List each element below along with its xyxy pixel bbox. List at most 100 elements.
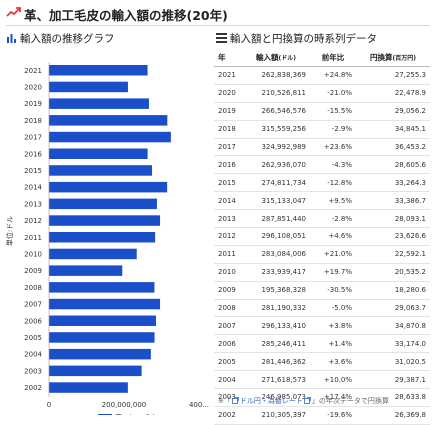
- footnote-suffix: 」の年次データで円換算: [311, 397, 389, 405]
- year-cell: 2011: [214, 245, 242, 264]
- yen-cell: 28,605.6: [356, 155, 430, 175]
- table-row: 2004 271,618,573 +10.0% 29,387.1: [214, 370, 430, 390]
- year-cell: 2017: [214, 138, 242, 157]
- bar-2021: [49, 65, 148, 76]
- column-header-change: 前年比: [310, 48, 356, 67]
- change-cell: -19.6%: [310, 406, 356, 425]
- change-cell: -12.8%: [310, 173, 356, 193]
- bar-2012: [49, 215, 161, 226]
- table-row: 2006 285,246,411 +1.4% 33,174.0: [214, 334, 430, 354]
- amount-cell: 195,368,328: [242, 281, 310, 300]
- y-tick-label: 2012: [24, 217, 42, 225]
- amount-cell: 210,305,397: [242, 406, 310, 425]
- change-cell: -4.3%: [310, 155, 356, 175]
- column-header-year: 年: [214, 48, 242, 67]
- table-row: 2016 262,936,070 -4.3% 28,605.6: [214, 155, 430, 175]
- y-tick-label: 2015: [24, 167, 42, 175]
- y-tick-label: 2009: [24, 267, 42, 275]
- amount-cell: 324,992,989: [242, 138, 310, 157]
- year-cell: 2005: [214, 352, 242, 372]
- trend-up-icon: [6, 7, 21, 17]
- amount-cell: 285,246,411: [242, 334, 310, 354]
- yen-cell: 34,870.8: [356, 316, 430, 336]
- exchange-rate-link[interactable]: ドル円・為替レート: [239, 397, 303, 405]
- bar-2014: [49, 181, 168, 193]
- column-header-yen: 円換算(百万円): [356, 48, 430, 67]
- table-row: 2003 246,985,073 +17.4% 28,633.8: [214, 388, 430, 407]
- y-axis-label: 単位:ドル: [5, 216, 14, 246]
- change-cell: -30.5%: [310, 281, 356, 300]
- amount-cell: 296,108,051: [242, 227, 310, 246]
- year-cell: 2012: [214, 227, 242, 246]
- table-section-title: 輸入額と円換算の時系列データ: [230, 33, 377, 45]
- table-row: 2021 262,838,369 +24.8% 27,255.3: [214, 66, 430, 85]
- change-cell: +4.6%: [310, 227, 356, 246]
- amount-cell: 281,190,332: [242, 299, 310, 318]
- change-cell: +3.8%: [310, 316, 356, 336]
- table-row: 2007 296,133,410 +3.8% 34,870.8: [214, 316, 430, 336]
- bar-2007: [49, 298, 161, 310]
- year-cell: 2018: [214, 120, 242, 139]
- yen-cell: 33,386.7: [356, 191, 430, 211]
- year-cell: 2009: [214, 281, 242, 300]
- y-tick-label: 2006: [24, 317, 42, 325]
- data-table: 年 輸入額(ドル) 前年比 円換算(百万円) 2021 262,838,369 +2…: [214, 48, 430, 425]
- table-row: 2019 266,546,576 -15.5% 29,056.2: [214, 102, 430, 121]
- bar-2009: [49, 265, 123, 276]
- table-row: 2015 274,811,734 -12.8% 33,264.3: [214, 173, 430, 193]
- table-row: 2013 287,851,440 -2.8% 28,093.1: [214, 209, 430, 229]
- yen-cell: 34,845.1: [356, 120, 430, 139]
- amount-cell: 281,446,362: [242, 352, 310, 372]
- amount-cell: 287,851,440: [242, 209, 310, 229]
- bar-2018: [49, 115, 168, 126]
- year-cell: 2021: [214, 66, 242, 85]
- external-link-icon: [231, 397, 239, 404]
- bar-2020: [49, 81, 128, 93]
- yen-cell: 29,387.1: [356, 370, 430, 390]
- year-cell: 2002: [214, 406, 242, 425]
- amount-cell: 296,133,410: [242, 316, 310, 336]
- yen-cell: 28,093.1: [356, 209, 430, 229]
- change-cell: +10.0%: [310, 370, 356, 390]
- table-row: 2008 281,190,332 -5.0% 29,063.7: [214, 299, 430, 318]
- y-tick-label: 2016: [24, 150, 42, 158]
- year-cell: 2010: [214, 263, 242, 282]
- footnote-prefix: ※「: [218, 397, 231, 405]
- bar-2006: [49, 315, 156, 326]
- year-cell: 2014: [214, 191, 242, 211]
- amount-cell: 315,133,047: [242, 191, 310, 211]
- list-icon: [216, 33, 227, 43]
- bar-2002: [49, 382, 128, 393]
- amount-cell: 210,526,811: [242, 84, 310, 103]
- amount-cell: 271,618,573: [242, 370, 310, 390]
- page-title: 革、加工毛皮の輸入額の推移(20年): [24, 8, 228, 23]
- y-tick-label: 2004: [24, 351, 42, 359]
- y-tick-label: 2008: [24, 284, 42, 292]
- change-cell: -15.5%: [310, 102, 356, 121]
- change-cell: +1.4%: [310, 334, 356, 354]
- y-tick-label: 2018: [24, 117, 42, 125]
- bar-2008: [49, 282, 155, 293]
- legend-label: 革、加工毛皮: [115, 413, 157, 415]
- table-row: 2018 315,559,256 -2.9% 34,845.1: [214, 120, 430, 139]
- bar-2004: [49, 348, 151, 360]
- bar-2013: [49, 198, 157, 210]
- amount-cell: 262,936,070: [242, 155, 310, 175]
- amount-cell: 283,084,006: [242, 245, 310, 264]
- table-row: 2017 324,992,989 +23.6% 36,453.2: [214, 138, 430, 157]
- yen-cell: 22,478.9: [356, 84, 430, 103]
- yen-cell: 20,535.2: [356, 263, 430, 282]
- year-cell: 2019: [214, 102, 242, 121]
- y-tick-label: 2007: [24, 301, 42, 309]
- change-cell: -5.0%: [310, 299, 356, 318]
- y-tick-label: 2014: [24, 184, 42, 192]
- y-tick-label: 2017: [24, 134, 42, 142]
- change-cell: +9.5%: [310, 191, 356, 211]
- year-cell: 2016: [214, 155, 242, 175]
- table-row: 2020 210,526,811 -21.0% 22,478.9: [214, 84, 430, 103]
- y-tick-label: 2003: [24, 367, 42, 375]
- y-tick-label: 2020: [24, 83, 42, 91]
- yen-cell: 18,280.6: [356, 281, 430, 300]
- import-bar-chart: 2021 2020 2019 2018 2017 2016 2015 2014 2013 2012…: [5, 62, 209, 415]
- amount-cell: 274,811,734: [242, 173, 310, 193]
